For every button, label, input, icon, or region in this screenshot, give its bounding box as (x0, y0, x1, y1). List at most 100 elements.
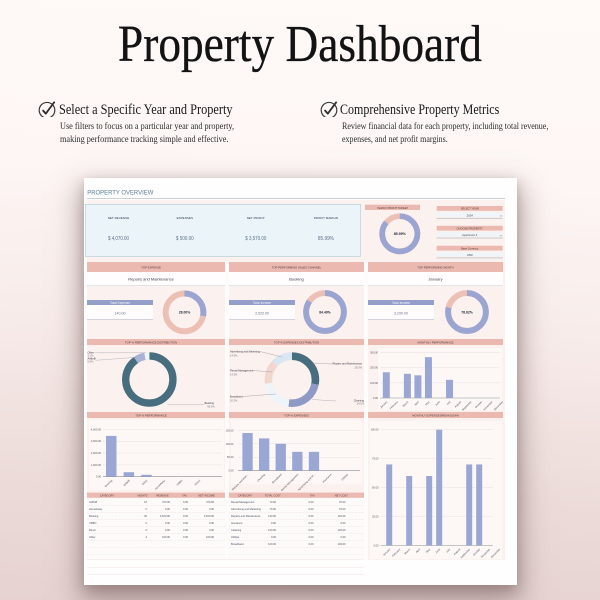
svg-text:0.00: 0.00 (271, 535, 277, 539)
svg-text:AirBnB: AirBnB (88, 357, 96, 361)
svg-text:90.3%: 90.3% (207, 404, 215, 408)
svg-text:TAX: TAX (182, 494, 187, 498)
svg-text:85.99%: 85.99% (394, 232, 407, 236)
svg-text:Cleaning: Cleaning (354, 398, 365, 402)
svg-text:Direct: Direct (194, 478, 202, 486)
svg-text:November: November (480, 547, 491, 558)
svg-text:1,000.00: 1,000.00 (91, 463, 102, 467)
svg-text:0: 0 (146, 521, 148, 525)
svg-text:October: October (474, 400, 483, 409)
svg-text:0.00: 0.00 (308, 500, 314, 504)
svg-text:TOP % PERFORMANCE DISTRIBUTION: TOP % PERFORMANCE DISTRIBUTION (125, 340, 177, 344)
svg-text:MONTHLY PERFORMANCE: MONTHLY PERFORMANCE (418, 340, 454, 344)
svg-text:Rental Management: Rental Management (230, 369, 254, 373)
svg-text:AirBnB: AirBnB (122, 478, 131, 487)
svg-text:NET INCOME: NET INCOME (198, 494, 215, 498)
svg-text:0.00: 0.00 (340, 535, 346, 539)
svg-text:TOP PERFORMING MONTH: TOP PERFORMING MONTH (417, 266, 453, 270)
svg-text:2024: 2024 (467, 213, 474, 217)
svg-text:70.00: 70.00 (339, 507, 346, 511)
svg-text:0.00: 0.00 (308, 528, 314, 532)
svg-text:May: May (425, 547, 432, 554)
svg-text:Other: Other (141, 478, 149, 486)
svg-text:26: 26 (144, 514, 147, 518)
svg-text:0.00: 0.00 (373, 396, 379, 400)
svg-text:TOP % EXPENSES DISTRIBUTION: TOP % EXPENSES DISTRIBUTION (274, 340, 319, 344)
svg-text:0.00: 0.00 (373, 544, 379, 548)
svg-text:EXPENSES: EXPENSES (177, 216, 193, 220)
svg-text:TOP PERFORMING SALES CHANNEL: TOP PERFORMING SALES CHANNEL (272, 266, 322, 270)
svg-text:3.1%: 3.1% (88, 354, 95, 358)
svg-text:Broadband: Broadband (230, 395, 243, 399)
svg-text:370.00: 370.00 (206, 500, 214, 504)
svg-text:TOP % EXPENSES: TOP % EXPENSES (284, 413, 309, 417)
svg-text:Cleaning: Cleaning (231, 528, 242, 532)
svg-text:CHOOSE PROPERTY: CHOOSE PROPERTY (457, 226, 483, 230)
svg-text:Repairs and Maintenance: Repairs and Maintenance (231, 514, 261, 518)
svg-text:December: December (493, 400, 504, 411)
svg-text:140.00: 140.00 (338, 514, 346, 518)
svg-text:100.00: 100.00 (371, 428, 379, 432)
svg-text:300.00: 300.00 (370, 351, 378, 355)
svg-text:100.00: 100.00 (226, 442, 234, 446)
svg-text:March: March (401, 399, 409, 407)
svg-text:84.49%: 84.49% (319, 310, 331, 314)
svg-text:50.00: 50.00 (227, 455, 234, 459)
svg-text:0.00: 0.00 (209, 521, 215, 525)
svg-text:Utilities: Utilities (340, 472, 349, 481)
svg-text:June: June (434, 547, 441, 554)
svg-text:0.00: 0.00 (96, 475, 102, 479)
svg-text:Booking: Booking (289, 276, 303, 281)
svg-text:SELECT YEAR: SELECT YEAR (461, 207, 479, 211)
svg-text:TAX: TAX (310, 494, 315, 498)
svg-text:0: 0 (146, 507, 148, 511)
svg-text:10: 10 (144, 500, 147, 504)
svg-text:70.00: 70.00 (339, 500, 346, 504)
svg-text:3,520.00: 3,520.00 (204, 514, 215, 518)
svg-text:0.00: 0.00 (165, 521, 171, 525)
svg-text:VRBO: VRBO (176, 479, 184, 487)
svg-text:0.00: 0.00 (308, 535, 314, 539)
svg-text:Apartment 4: Apartment 4 (462, 233, 478, 237)
svg-text:140.00: 140.00 (268, 514, 276, 518)
svg-text:August: August (453, 547, 462, 556)
svg-text:September: September (459, 547, 471, 559)
svg-text:Advertising and Marketing: Advertising and Marketing (230, 350, 261, 354)
svg-text:August: August (453, 400, 462, 409)
svg-text:85.99%: 85.99% (318, 236, 334, 242)
svg-text:VRBO: VRBO (89, 521, 96, 525)
svg-text:July: July (445, 547, 452, 554)
svg-text:100.00: 100.00 (268, 542, 276, 546)
svg-text:70.00: 70.00 (270, 500, 277, 504)
svg-text:0.00: 0.00 (183, 521, 189, 525)
svg-text:70.00: 70.00 (270, 507, 277, 511)
svg-text:January: January (428, 276, 442, 281)
svg-text:$ 500.00: $ 500.00 (176, 236, 194, 242)
svg-text:28.00%: 28.00% (179, 311, 191, 315)
svg-text:Insurance: Insurance (322, 472, 333, 483)
svg-text:PROPERTY OVERVIEW: PROPERTY OVERVIEW (87, 190, 154, 197)
svg-text:January: January (382, 547, 392, 557)
svg-text:0.00: 0.00 (165, 507, 171, 511)
svg-text:14.3%: 14.3% (230, 373, 238, 377)
svg-text:120.00: 120.00 (268, 528, 276, 532)
svg-text:Base Currency: Base Currency (461, 246, 479, 250)
svg-text:July: July (445, 399, 452, 406)
svg-text:0.00: 0.00 (183, 500, 189, 504)
svg-text:0.00: 0.00 (183, 507, 189, 511)
svg-text:0: 0 (146, 528, 148, 532)
svg-text:150.00: 150.00 (226, 428, 234, 432)
svg-text:April: April (415, 547, 422, 554)
svg-text:February: February (391, 547, 402, 558)
svg-text:Rental Management: Rental Management (231, 500, 255, 504)
svg-text:Direct: Direct (89, 528, 96, 532)
svg-text:25.00: 25.00 (372, 515, 379, 519)
svg-text:4: 4 (146, 535, 148, 539)
svg-text:78.62%: 78.62% (461, 310, 473, 314)
svg-text:100.00: 100.00 (338, 542, 346, 546)
svg-text:PROFIT MARGIN: PROFIT MARGIN (314, 216, 338, 220)
svg-text:NET PROFIT: NET PROFIT (247, 216, 265, 220)
svg-text:Total Expense: Total Expense (110, 301, 130, 305)
svg-text:November: November (482, 400, 493, 411)
svg-text:HomeAway: HomeAway (89, 507, 103, 511)
